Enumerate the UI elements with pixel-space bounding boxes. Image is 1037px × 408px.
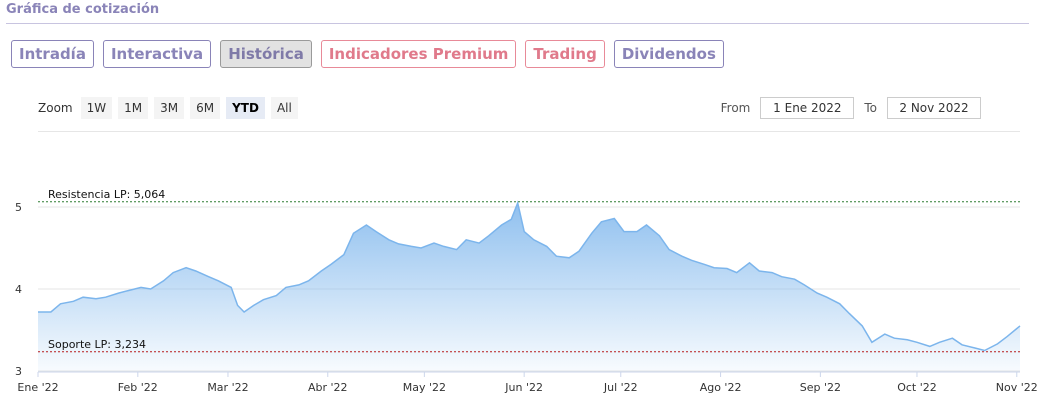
to-label: To [864,101,877,115]
page-title: Gráfica de cotización [6,2,160,17]
tab-dividendos[interactable]: Dividendos [613,40,724,68]
chart-top-divider [38,131,1020,132]
x-tick-label: Abr '22 [308,381,348,394]
y-tick-label: 5 [15,201,22,214]
zoom-button-1w[interactable]: 1W [80,97,113,119]
from-label: From [720,101,751,115]
zoom-button-6m[interactable]: 6M [190,97,221,119]
tab-interactiva[interactable]: Interactiva [102,40,212,68]
x-tick-label: Feb '22 [118,381,158,394]
x-tick-label: Nov '22 [996,381,1037,394]
x-tick-label: Jun '22 [504,381,543,394]
zoom-button-3m[interactable]: 3M [154,97,185,119]
zoom-selector: Zoom 1W 1M 3M 6M YTD All [38,97,298,119]
date-range: From 1 Ene 2022 To 2 Nov 2022 [721,97,981,119]
tab-intradia[interactable]: Intradía [11,40,94,68]
chart-tabs: Intradía Interactiva Histórica Indicador… [11,40,724,68]
zoom-button-1m[interactable]: 1M [118,97,149,119]
zoom-label: Zoom [38,101,73,115]
tab-historica[interactable]: Histórica [220,40,312,68]
x-tick-label: Jul '22 [603,381,638,394]
zoom-button-ytd[interactable]: YTD [226,97,265,119]
header-divider [6,23,1029,24]
x-tick-label: May '22 [403,381,446,394]
x-tick-label: Oct '22 [897,381,937,394]
x-tick-label: Sep '22 [800,381,841,394]
tab-trading[interactable]: Trading [525,40,605,68]
x-tick-label: Mar '22 [207,381,248,394]
x-tick-label: Ago '22 [700,381,742,394]
x-tick-label: Ene '22 [17,381,58,394]
tab-indicadores-premium[interactable]: Indicadores Premium [320,40,517,68]
from-date-input[interactable]: 1 Ene 2022 [760,97,855,119]
resistance-label: Resistencia LP: 5,064 [48,188,165,201]
price-line [38,200,1021,352]
y-tick-label: 3 [15,365,22,378]
to-date-input[interactable]: 2 Nov 2022 [887,97,981,119]
support-label: Soporte LP: 3,234 [48,338,146,351]
price-area [38,202,1020,372]
y-tick-label: 4 [15,283,22,296]
zoom-button-all[interactable]: All [270,97,298,119]
